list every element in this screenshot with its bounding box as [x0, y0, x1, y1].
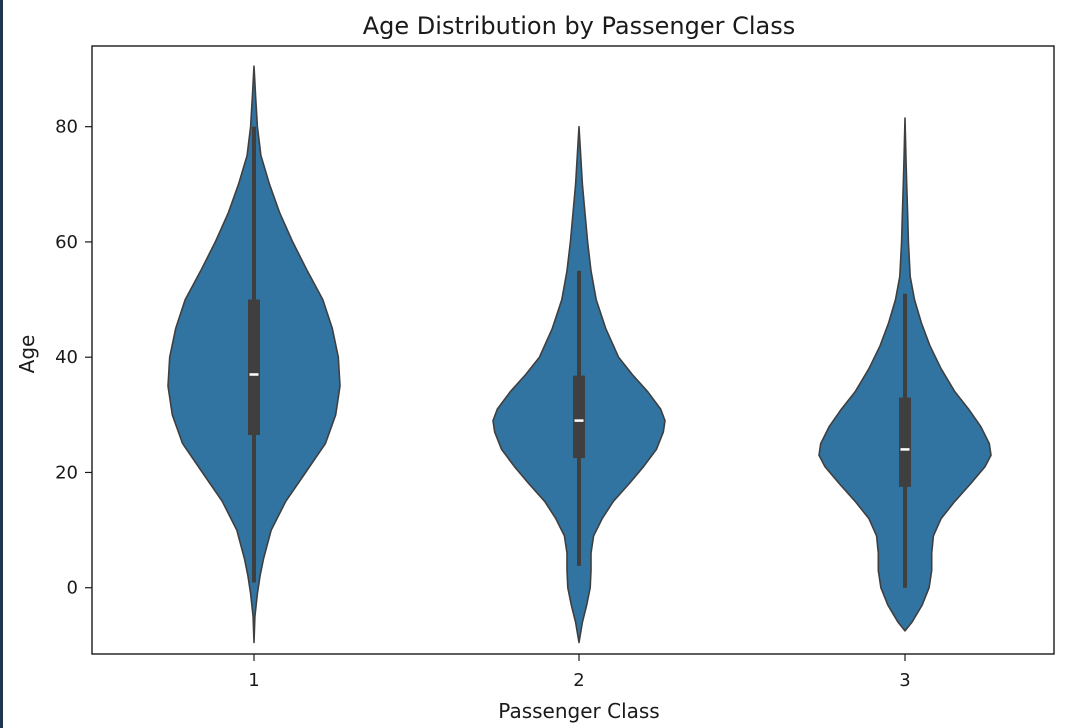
y-axis-label: Age — [15, 335, 39, 374]
iqr-box-class-3 — [899, 397, 911, 487]
x-axis-ticks: 1 2 3 — [248, 654, 911, 691]
x-tick-label: 2 — [573, 670, 584, 691]
plot-area-frame — [91, 45, 1055, 655]
y-tick-label: 20 — [55, 462, 78, 483]
violins-group — [167, 65, 992, 644]
y-axis-ticks: 0 20 40 60 80 — [55, 117, 92, 599]
iqr-box-class-1 — [248, 299, 260, 436]
y-tick-label: 60 — [55, 232, 78, 253]
window-edge — [0, 0, 3, 728]
y-tick-label: 40 — [55, 347, 78, 368]
chart-title: Age Distribution by Passenger Class — [363, 12, 795, 40]
iqr-box-class-2 — [573, 375, 585, 459]
y-tick-label: 0 — [67, 578, 78, 599]
x-tick-label: 3 — [899, 670, 910, 691]
x-axis-label: Passenger Class — [498, 699, 659, 723]
y-tick-label: 80 — [55, 117, 78, 138]
x-tick-label: 1 — [248, 670, 259, 691]
